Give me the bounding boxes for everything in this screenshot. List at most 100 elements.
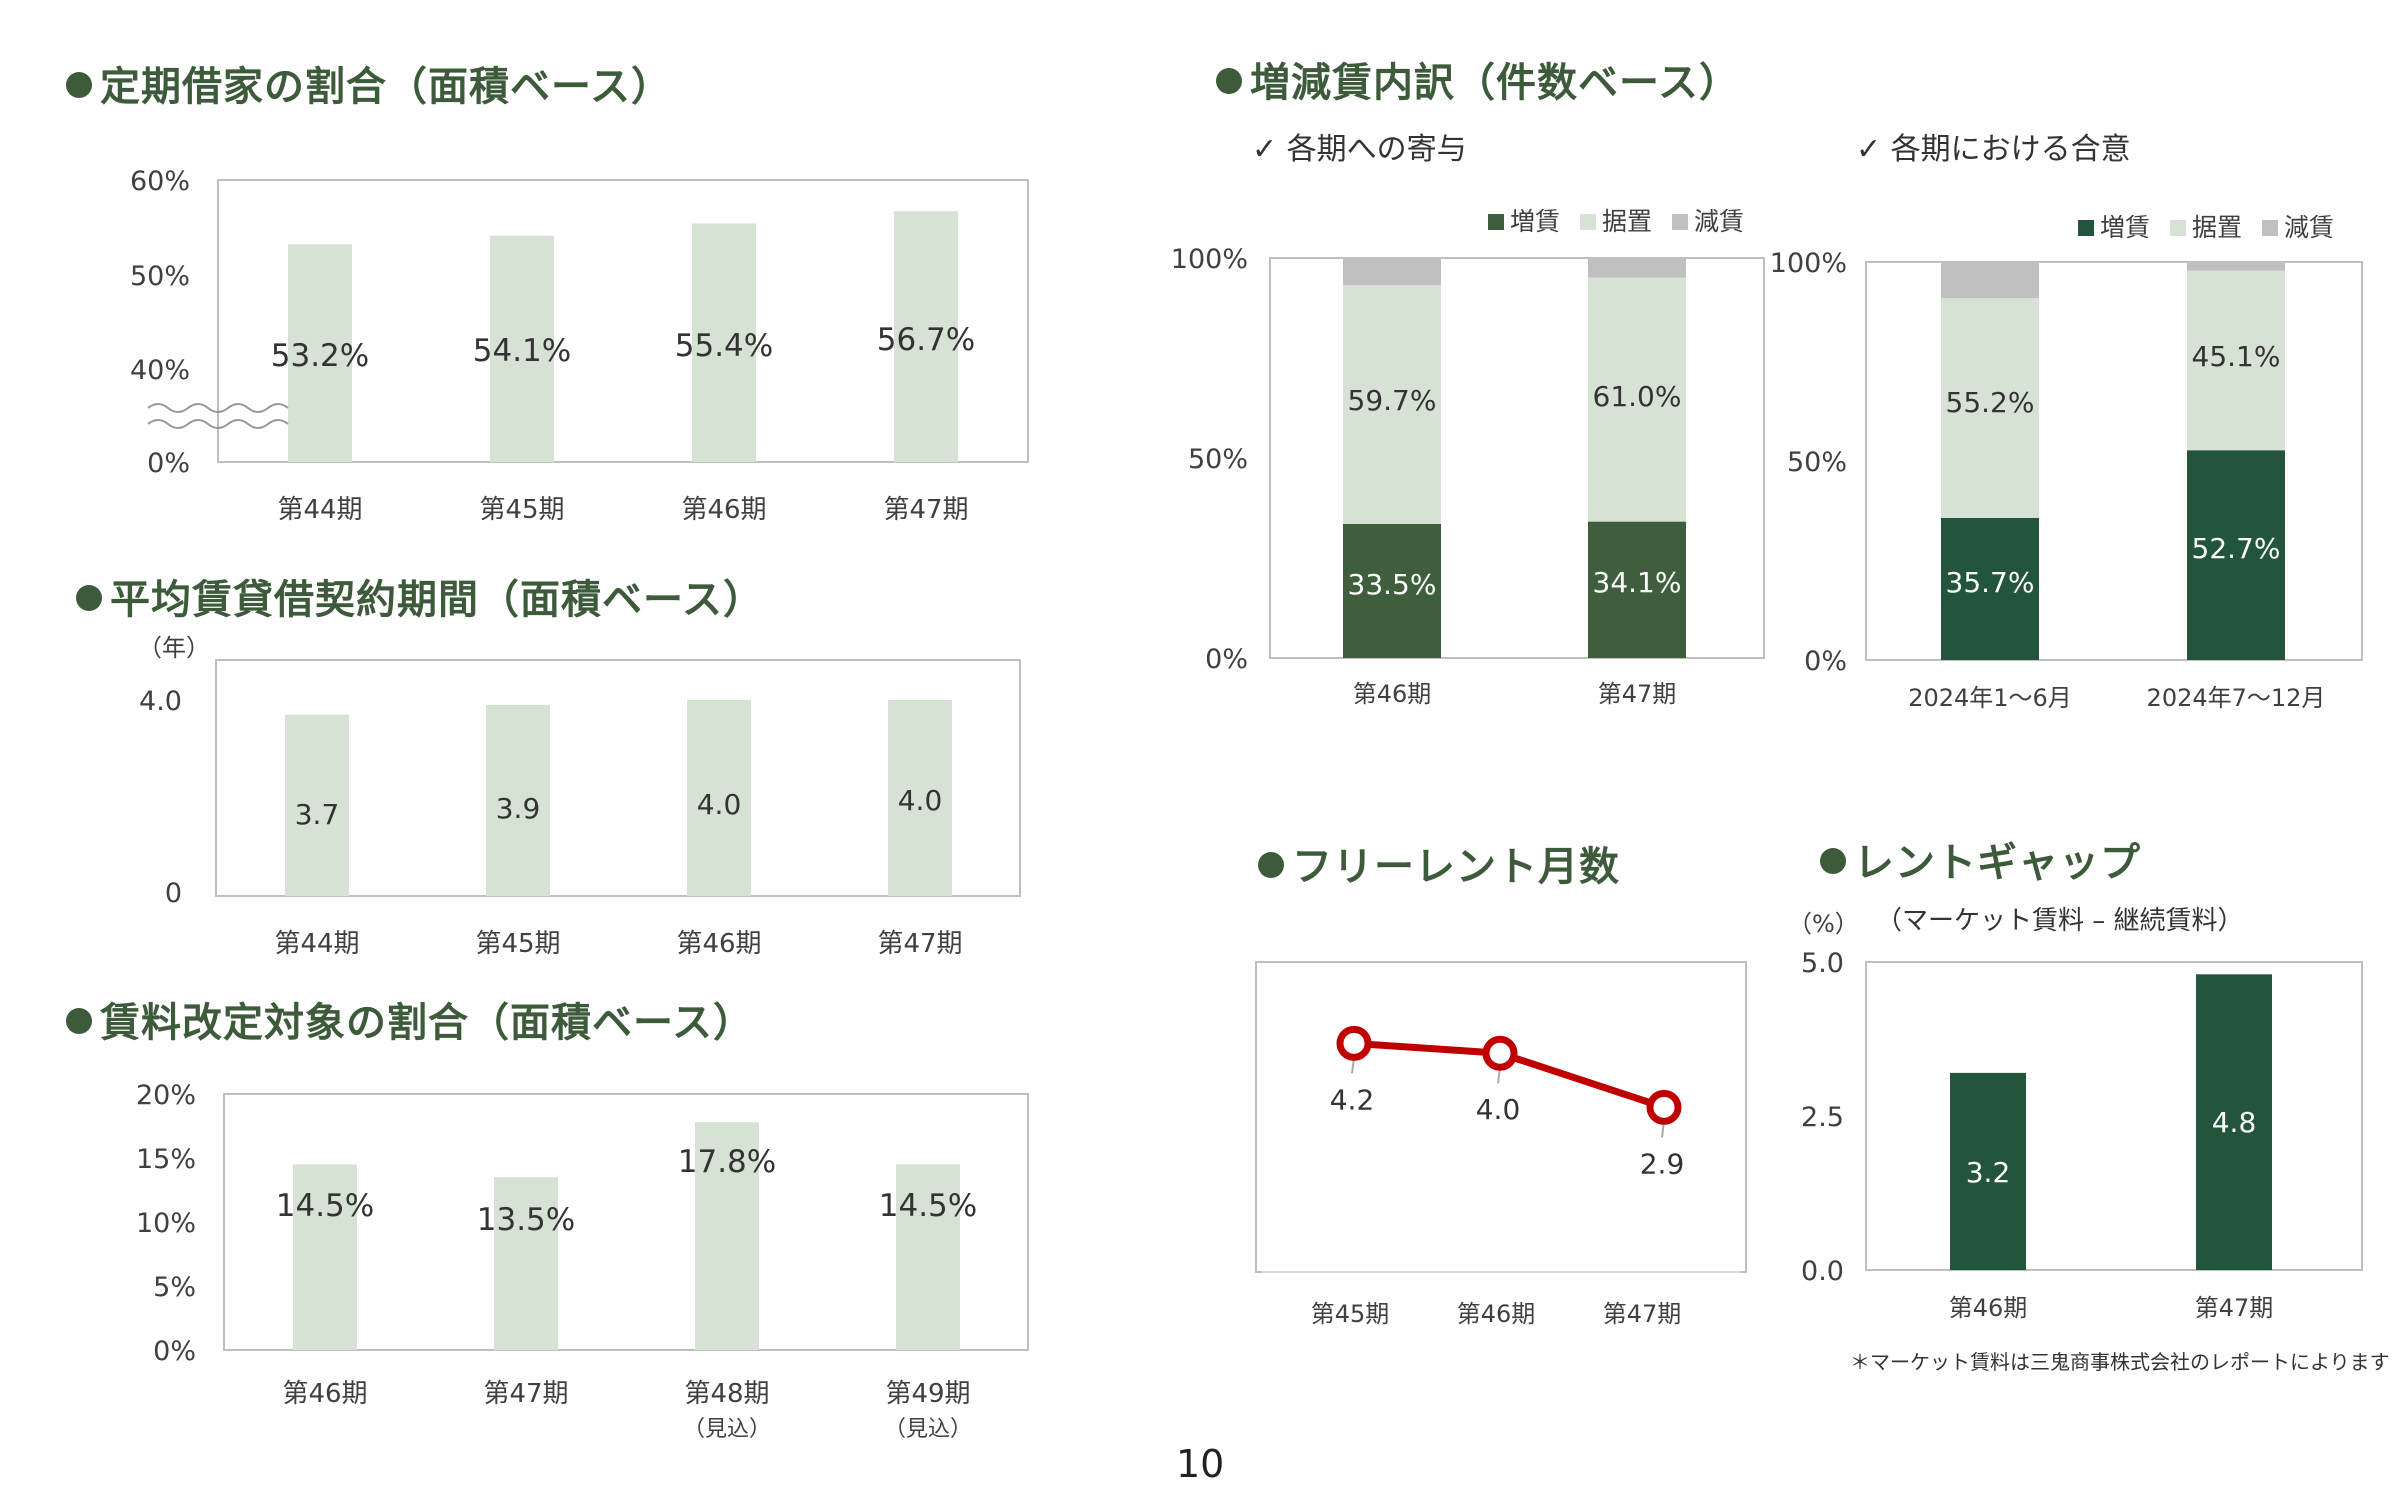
- stacked-segment: [2187, 262, 2285, 271]
- bar: [687, 700, 751, 896]
- y-tick-label: 50%: [1787, 447, 1847, 478]
- x-tick-label: 第44期: [277, 495, 362, 525]
- data-label: 3.2: [1966, 1156, 2011, 1189]
- y-tick-label: 4.0: [139, 686, 182, 717]
- x-tick-label: 第44期: [274, 929, 359, 959]
- x-tick-label: 第46期: [676, 929, 761, 959]
- plot-area-agreement: [1865, 261, 2363, 661]
- heading-breakdown: 増減賃内訳（件数ベース）: [1216, 50, 1740, 108]
- bar: [692, 223, 756, 462]
- legend-label: 据置: [1602, 207, 1652, 236]
- plot-area-fixed-term: [217, 179, 1029, 463]
- bullet-dot: [66, 1008, 92, 1034]
- legend-swatch: [2262, 220, 2278, 236]
- data-label: 61.0%: [1593, 380, 1682, 413]
- heading-revision: 賃料改定対象の割合（面積ベース）: [66, 990, 754, 1048]
- data-label: 13.5%: [477, 1202, 575, 1238]
- data-label: 4.2: [1330, 1083, 1375, 1116]
- data-label: 4.8: [2212, 1106, 2257, 1139]
- data-label: 52.7%: [2192, 532, 2281, 565]
- data-label: 34.1%: [1593, 566, 1682, 599]
- bar: [695, 1122, 759, 1350]
- stacked-segment: [1941, 517, 2039, 660]
- data-label: 3.7: [295, 798, 340, 831]
- x-tick-label: 第45期: [1311, 1300, 1390, 1328]
- bar: [486, 704, 550, 896]
- data-label: 3.9: [496, 792, 541, 825]
- y-unit-label: （%）: [1788, 910, 1859, 938]
- data-label: 54.1%: [473, 333, 571, 369]
- legend-swatch: [2078, 220, 2094, 236]
- stacked-segment: [1343, 285, 1441, 524]
- x-tick-label: 第47期: [877, 929, 962, 959]
- stacked-segment: [2187, 270, 2285, 451]
- stacked-segment: [1343, 524, 1441, 658]
- y-tick-label: 60%: [130, 166, 190, 197]
- data-label: 55.4%: [675, 328, 773, 364]
- legend-swatch: [1580, 214, 1596, 230]
- y-unit-label: （年）: [138, 634, 210, 662]
- bar: [288, 244, 352, 462]
- data-label: 55.2%: [1946, 386, 2035, 419]
- stacked-segment: [1588, 277, 1686, 522]
- heading-avg-period: 平均賃貸借契約期間（面積ベース）: [76, 567, 764, 625]
- x-tick-label: 第45期: [475, 929, 560, 959]
- subheading-agreement: ✓ 各期における合意: [1856, 132, 2131, 167]
- y-tick-label: 40%: [130, 355, 190, 386]
- legend-label: 減賃: [2284, 213, 2334, 242]
- y-tick-label: 5%: [153, 1272, 196, 1303]
- data-point: [1336, 1025, 1372, 1061]
- legend-swatch: [1488, 214, 1504, 230]
- x-tick-label: 第49期: [885, 1379, 970, 1409]
- axis-break-line: [147, 419, 289, 429]
- subheading-contribution: ✓ 各期への寄与: [1252, 132, 1467, 167]
- data-label: 59.7%: [1348, 384, 1437, 417]
- y-tick-label: 0: [165, 878, 182, 909]
- heading-fixed-term: 定期借家の割合（面積ベース）: [66, 54, 672, 112]
- x-tick-label: 第45期: [479, 495, 564, 525]
- y-tick-label: 20%: [136, 1080, 196, 1111]
- x-tick-label: 第47期: [1598, 680, 1677, 708]
- legend-label: 減賃: [1694, 207, 1744, 236]
- bar: [894, 211, 958, 462]
- data-label: 17.8%: [678, 1144, 776, 1180]
- legend-label: 増賃: [2100, 213, 2150, 242]
- plot-area-rent-gap: [1865, 961, 2363, 1271]
- data-label: 45.1%: [2192, 340, 2281, 373]
- bullet-dot: [1216, 68, 1242, 94]
- y-tick-label: 0%: [153, 1336, 196, 1367]
- data-label: 53.2%: [271, 338, 369, 374]
- legend-label: 据置: [2192, 213, 2242, 242]
- x-tick-label: 2024年1～6月: [1908, 684, 2072, 712]
- bar: [888, 700, 952, 896]
- y-tick-label: 100%: [1171, 244, 1248, 275]
- y-tick-label: 10%: [136, 1208, 196, 1239]
- stacked-segment: [1588, 521, 1686, 658]
- plot-area-revision: [223, 1093, 1029, 1351]
- x-tick-label: 第46期: [1457, 1300, 1536, 1328]
- bar: [293, 1164, 357, 1350]
- y-tick-label: 2.5: [1801, 1102, 1844, 1133]
- x-tick-label: 2024年7～12月: [2147, 684, 2326, 712]
- footnote: ＊マーケット賃料は三鬼商事株式会社のレポートによります: [1850, 1350, 2390, 1374]
- data-label: 56.7%: [877, 322, 975, 358]
- x-tick-note: （見込）: [683, 1417, 771, 1442]
- x-tick-label: 第48期: [684, 1379, 769, 1409]
- legend-label: 増賃: [1510, 207, 1560, 236]
- stacked-segment: [1941, 298, 2039, 518]
- plot-area-contribution: [1269, 257, 1765, 659]
- bar: [896, 1164, 960, 1350]
- data-label: 14.5%: [276, 1188, 374, 1224]
- y-tick-label: 0%: [1205, 644, 1248, 675]
- stacked-segment: [2187, 450, 2285, 660]
- y-tick-label: 0%: [147, 448, 190, 479]
- bar: [1950, 1072, 2026, 1270]
- bar: [285, 714, 349, 896]
- bullet-dot: [1258, 852, 1284, 878]
- y-tick-label: 100%: [1770, 248, 1847, 279]
- x-tick-note: （見込）: [884, 1417, 972, 1442]
- heading-free-rent: フリーレント月数: [1258, 834, 1620, 892]
- heading-rent-gap: レントギャップ: [1820, 830, 2141, 888]
- bar: [494, 1177, 558, 1350]
